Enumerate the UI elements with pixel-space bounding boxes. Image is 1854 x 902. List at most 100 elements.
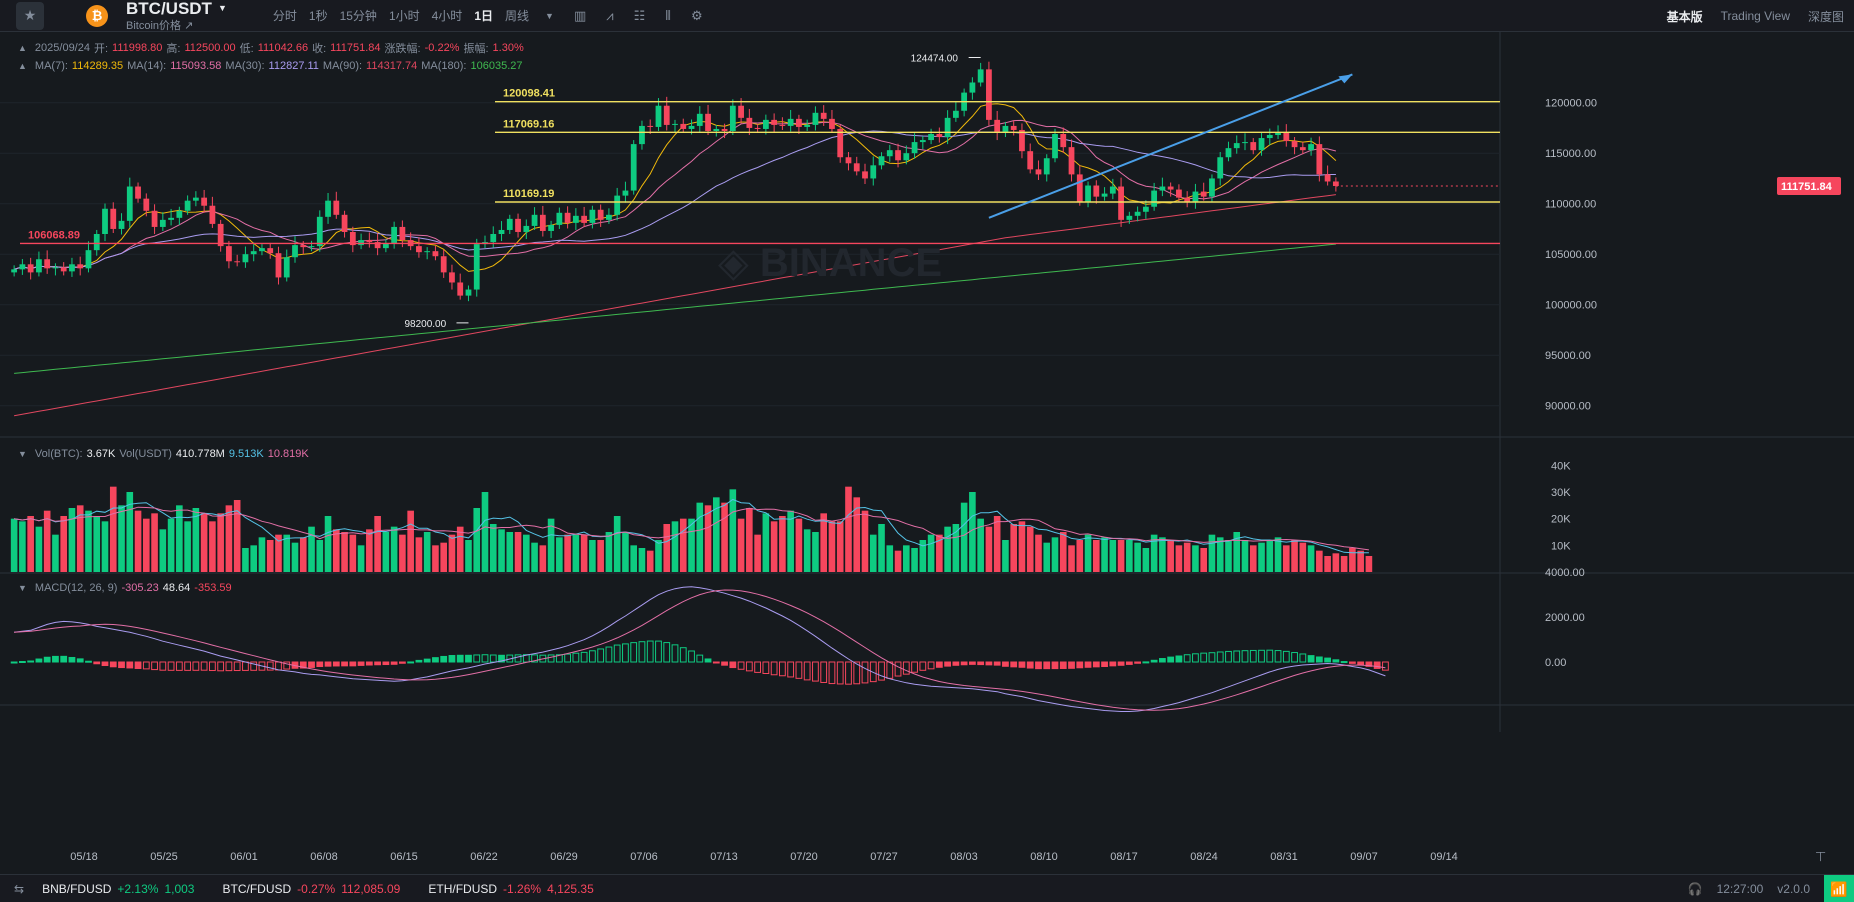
candle-body	[292, 245, 298, 258]
macd-histogram-bar	[473, 654, 481, 663]
view-tab[interactable]: Trading View	[1720, 9, 1790, 23]
star-icon[interactable]: ★	[16, 1, 44, 30]
candle-body	[102, 208, 108, 234]
macd-histogram-bar	[1101, 661, 1108, 668]
connection-icon[interactable]: 📶	[1824, 875, 1854, 902]
macd-histogram-bar	[1192, 653, 1199, 663]
view-tab[interactable]: 基本版	[1666, 9, 1703, 24]
candle-body	[754, 127, 761, 129]
price-chart[interactable]: 120098.41 117069.16 110169.19 106068.89 120…	[0, 32, 1854, 874]
candle-body	[465, 289, 472, 296]
volume-bar	[10, 518, 18, 572]
macd-histogram-bar	[795, 661, 803, 679]
macd-histogram-bar	[399, 661, 406, 664]
interval-tab[interactable]: 4小时	[431, 9, 463, 23]
macd-histogram-bar	[1026, 661, 1034, 669]
macd-histogram-bar	[258, 661, 266, 671]
headset-icon[interactable]: 🎧	[1687, 882, 1703, 896]
volume-bar	[209, 521, 216, 572]
candle-body	[870, 165, 877, 179]
interval-tab[interactable]: 1小时	[388, 9, 420, 23]
time-axis[interactable]: 05/18 05/25 06/01 06/08 06/15 06/22 06/29 07/06…	[70, 849, 1826, 864]
collapse-caret-icon[interactable]: ▼	[18, 449, 27, 459]
ticker-price: 1,003	[164, 881, 195, 896]
candle-body	[1076, 174, 1083, 202]
candle-body	[672, 123, 678, 125]
macd-histogram-bar	[283, 661, 291, 670]
interval-tab[interactable]: 15分钟	[339, 9, 377, 23]
caret-down-icon[interactable]: ▼	[217, 2, 227, 13]
indicators-icon[interactable]: ⩘	[606, 7, 614, 23]
horizontal-levels[interactable]: 120098.41 117069.16 110169.19 106068.89	[20, 88, 1500, 245]
volume-bar	[349, 534, 357, 572]
macd-histogram-bar	[316, 661, 324, 668]
collapse-caret-icon[interactable]: ▲	[18, 43, 27, 53]
candle-body	[506, 218, 513, 230]
symbol-subtitle-link[interactable]: Bitcoin价格 ↗	[126, 19, 194, 32]
candle-body	[663, 105, 670, 125]
candle-body	[680, 123, 687, 129]
volume-bar	[539, 545, 547, 572]
volume-bar	[952, 524, 960, 572]
candle-body	[936, 134, 943, 138]
volume-bar	[1208, 534, 1216, 572]
macd-histogram-bar	[192, 661, 200, 671]
ticker-change: +2.13%	[117, 881, 159, 896]
candle-style-icon[interactable]: ▥	[573, 7, 587, 23]
version: v2.0.0	[1777, 882, 1810, 896]
macd-histogram-bar	[638, 641, 646, 663]
interval-tab[interactable]: 1日	[474, 9, 493, 23]
low-label: 低:	[239, 43, 254, 55]
volume-bar	[68, 508, 76, 572]
candle-body	[1060, 134, 1067, 148]
candle-body	[192, 197, 199, 201]
settings-icon[interactable]: ⚙	[690, 7, 703, 23]
ticker-toggle-icon[interactable]: ⇆	[14, 881, 25, 896]
symbol-selector[interactable]: BTC/USDT ▼ Bitcoin价格 ↗	[126, 0, 227, 32]
ticker-eth[interactable]: ETH/FDUSD -1.26% 4,125.35	[428, 882, 593, 896]
macd-histogram-bar	[85, 660, 92, 663]
trend-line-arrow[interactable]	[988, 73, 1353, 219]
macd-histogram-bar	[836, 661, 844, 685]
layout-icon[interactable]: ☷	[633, 7, 646, 23]
macd-histogram-bar	[1216, 651, 1224, 663]
macd-histogram-bar	[167, 661, 175, 671]
interval-tab[interactable]: 周线	[505, 9, 530, 23]
candle-body	[1109, 186, 1116, 194]
candle-body	[275, 253, 282, 278]
volume-bar	[60, 516, 67, 572]
collapse-caret-icon[interactable]: ▼	[18, 583, 27, 593]
chart-grid	[0, 32, 1854, 732]
interval-dropdown-icon[interactable]: ▼	[545, 10, 554, 21]
volume-bar	[184, 521, 191, 572]
candle-body	[705, 113, 711, 131]
ticker-bnb[interactable]: BNB/FDUSD +2.13% 1,003	[42, 882, 194, 896]
view-tab[interactable]: 深度图	[1807, 9, 1844, 24]
interval-tab[interactable]: 分时	[272, 9, 297, 23]
macd-histogram-bar	[754, 661, 762, 673]
candle-body	[11, 269, 18, 273]
candle-body	[762, 119, 769, 129]
volume-bar	[671, 521, 679, 572]
price-axis[interactable]: 120000.00 115000.00 110000.00 105000.00 1000…	[1545, 98, 1841, 413]
chart-type-icon[interactable]: ⦀	[665, 7, 671, 23]
symbol-label[interactable]: BTC/USDT	[126, 0, 212, 18]
volume-bar	[258, 537, 266, 572]
collapse-caret-icon[interactable]: ▲	[18, 61, 27, 71]
vol-usdt-value: 410.778M	[175, 448, 225, 460]
interval-tab[interactable]: 1秒	[308, 9, 328, 23]
candle-body	[250, 251, 257, 255]
top-toolbar: ★ ₿ BTC/USDT ▼ Bitcoin价格 ↗ 分时 1秒 15分钟 1小时 4小…	[0, 0, 1854, 32]
candle-body	[1010, 125, 1017, 130]
volume-bar	[1018, 521, 1026, 572]
macd-histogram-bar	[1159, 658, 1166, 663]
volume-bar	[613, 516, 621, 572]
ticker-btc[interactable]: BTC/FDUSD -0.27% 112,085.09	[222, 882, 400, 896]
volume-bar	[1274, 537, 1282, 572]
ma-value: 114289.35	[71, 60, 124, 72]
macd-histogram-bar	[19, 661, 26, 664]
candle-body	[1217, 157, 1224, 179]
macd-histogram-bar	[679, 647, 687, 663]
candle-body	[1118, 186, 1124, 220]
ma-lines	[13, 103, 1337, 417]
